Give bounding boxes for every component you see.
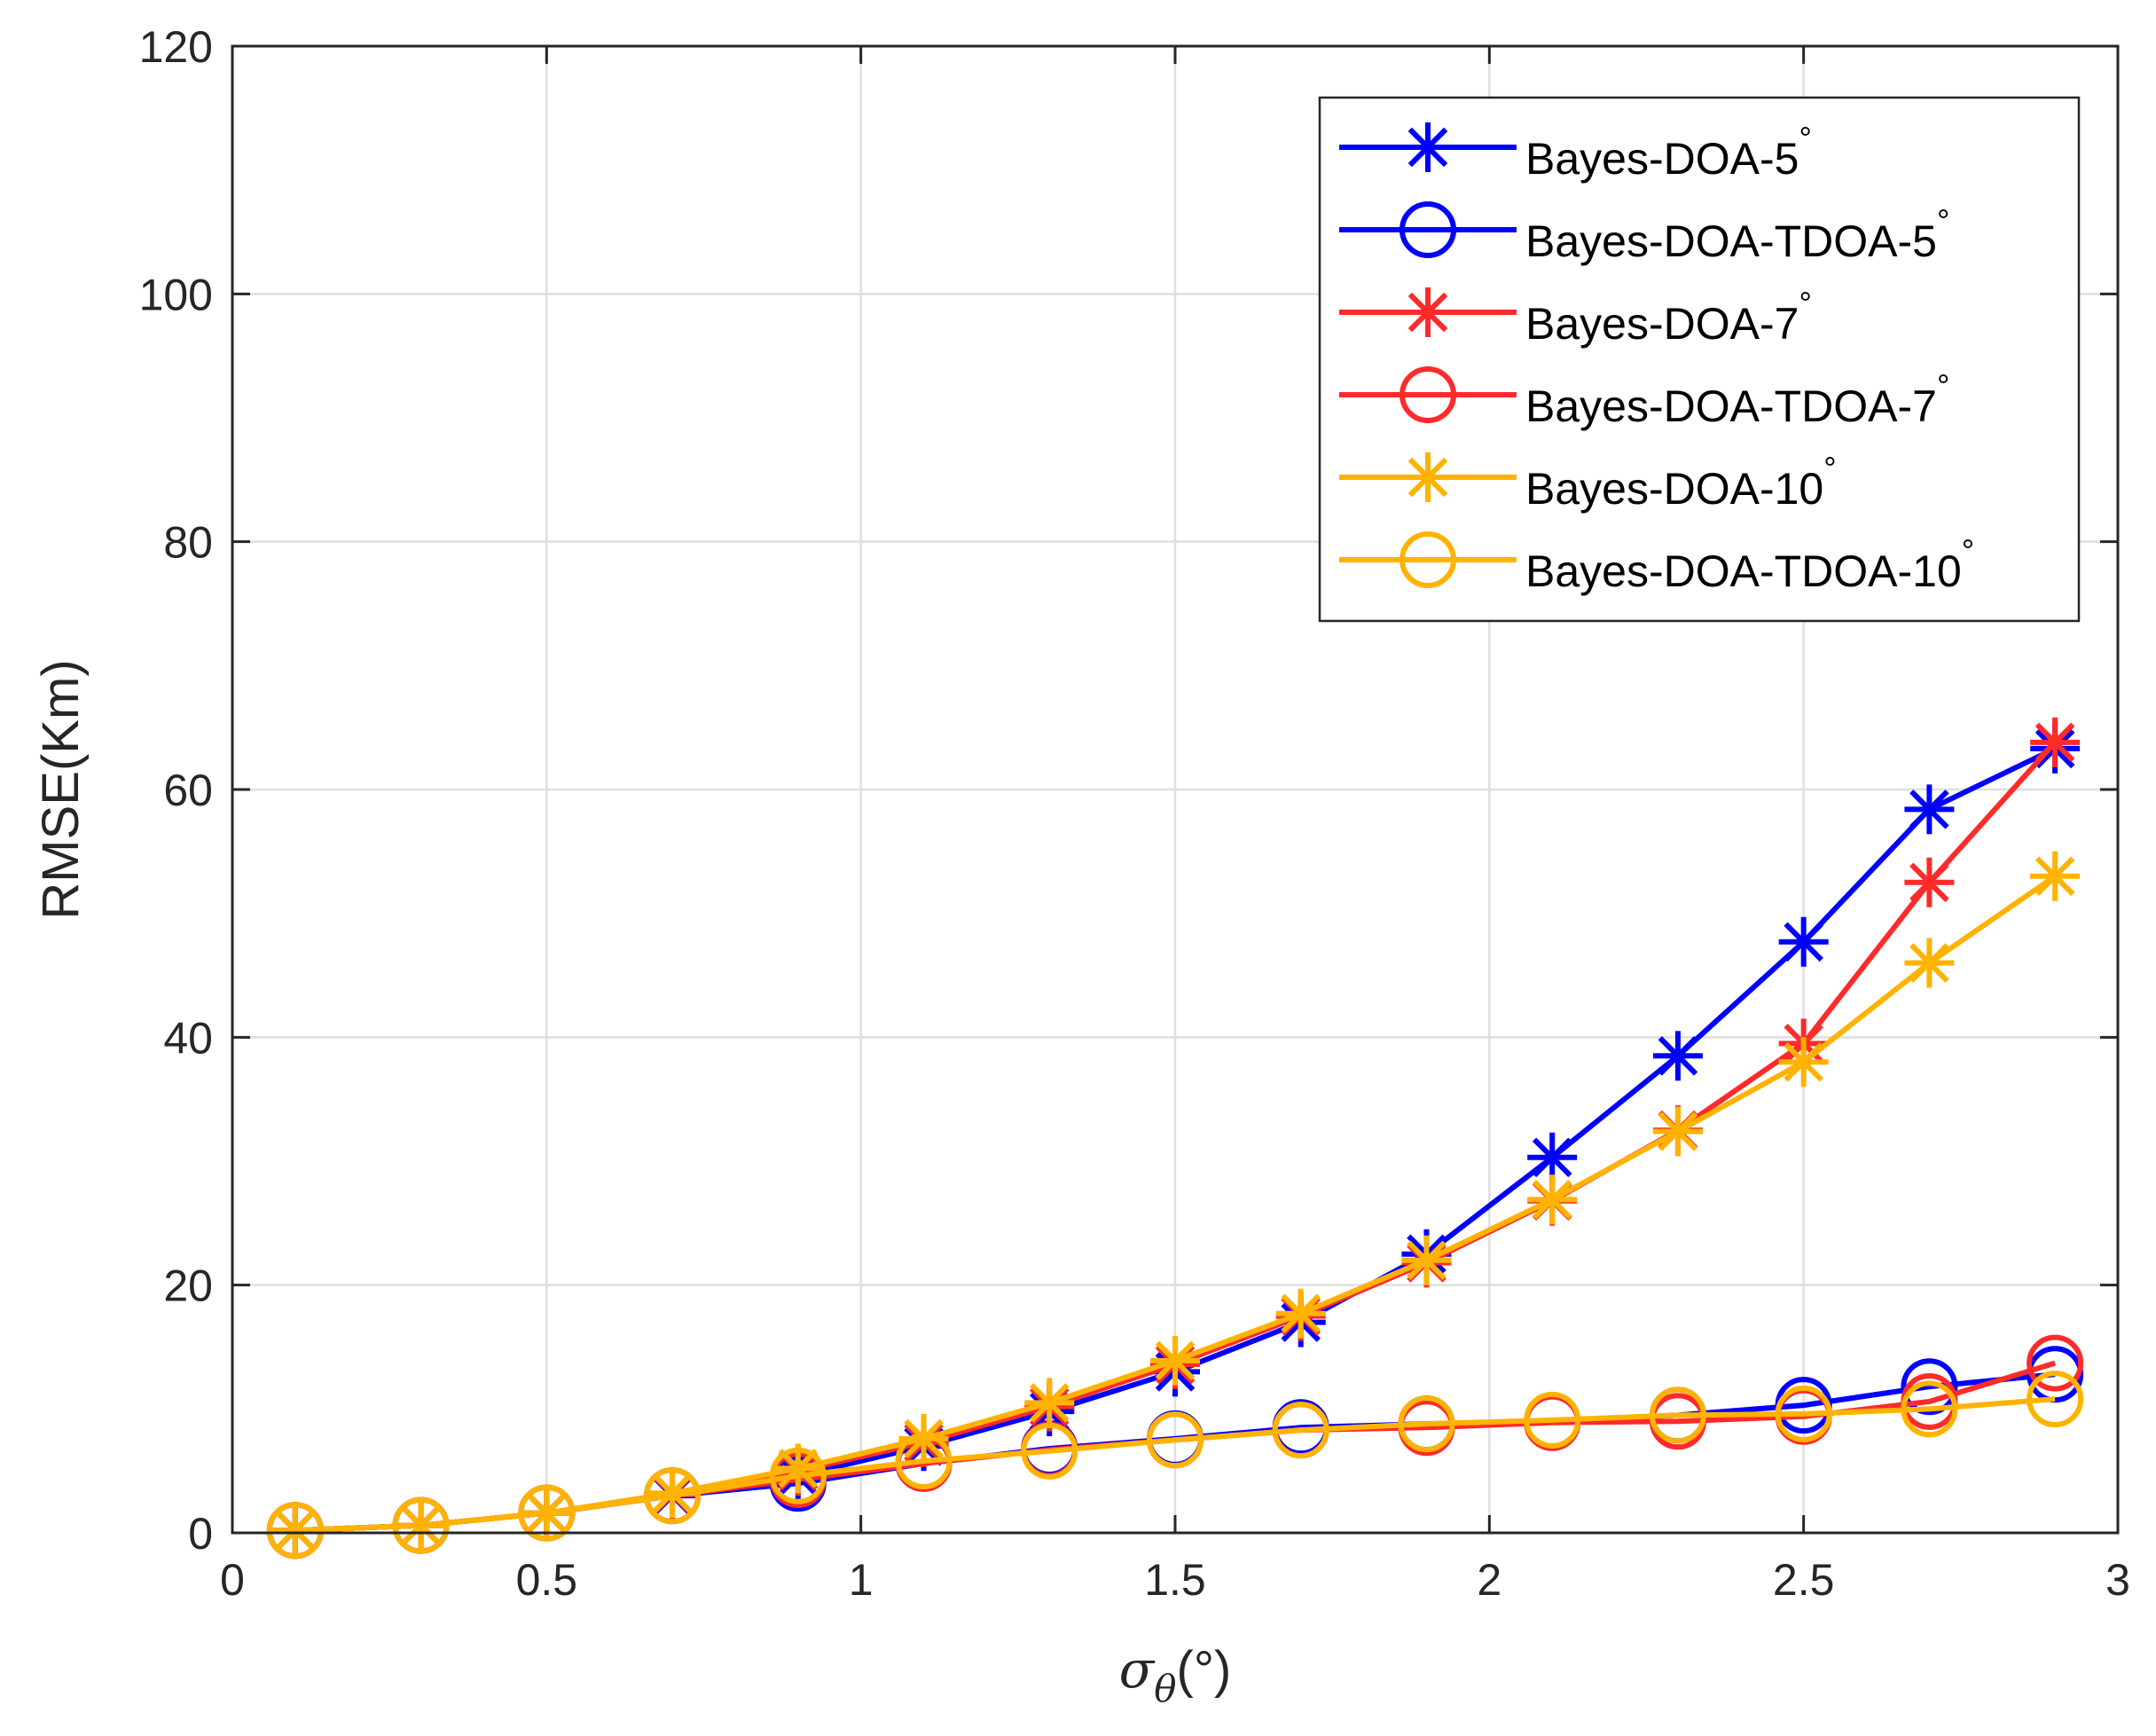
legend-item: Bayes-DOA-10°: [1339, 450, 1837, 514]
x-tick-label: 0: [220, 1555, 245, 1605]
legend-marker-circle: [1399, 531, 1456, 588]
y-axis-ticks: 0 20 40 60 80 100 120: [139, 22, 2118, 1559]
data-point-asterisk: [2030, 717, 2081, 767]
legend-label: Bayes-DOA-TDOA-7°: [1525, 367, 1949, 431]
data-point-circle: [1775, 1385, 1832, 1442]
x-axis-title-subscript: θ: [1154, 1667, 1176, 1710]
legend-item: Bayes-DOA-TDOA-7°: [1339, 366, 1949, 431]
data-point-circle: [1524, 1391, 1581, 1449]
data-point-circle: [895, 1432, 953, 1489]
data-point-asterisk: [1527, 1132, 1578, 1182]
x-tick-label: 2: [1477, 1555, 1501, 1605]
data-point-circle: [392, 1496, 450, 1554]
legend-marker-asterisk: [1403, 122, 1453, 172]
y-tick-label: 120: [139, 22, 213, 72]
x-tick-label: 0.5: [516, 1555, 578, 1605]
y-tick-label: 100: [139, 270, 213, 319]
data-point-asterisk: [1778, 916, 1829, 967]
data-point-circle: [1272, 1402, 1329, 1459]
x-tick-label: 3: [2105, 1555, 2130, 1605]
series-bayes-doa-tdoa-10: [266, 1371, 2084, 1559]
data-point-circle: [266, 1502, 324, 1559]
data-point-asterisk: [1024, 1378, 1075, 1428]
legend-label: Bayes-DOA-10°: [1525, 450, 1837, 514]
data-point-circle: [1398, 1395, 1455, 1453]
data-point-asterisk: [1401, 1235, 1452, 1285]
legend-label: Bayes-DOA-TDOA-5°: [1525, 202, 1949, 266]
x-tick-label: 2.5: [1773, 1555, 1835, 1605]
x-axis-ticks: 0 0.5 1 1.5 2 2.5 3: [220, 46, 2130, 1605]
data-point-circle: [1021, 1422, 1078, 1480]
series-layer: [266, 717, 2084, 1559]
legend-label: Bayes-DOA-5°: [1525, 120, 1812, 184]
data-point-asterisk: [1275, 1288, 1326, 1339]
legend-marker-asterisk: [1403, 287, 1453, 337]
data-point-circle: [769, 1447, 827, 1504]
x-axis-title: σθ(°): [1119, 1639, 1232, 1710]
data-point-circle: [1901, 1358, 1958, 1416]
x-tick-label: 1: [849, 1555, 874, 1605]
data-point-circle: [518, 1484, 576, 1542]
data-point-circle: [1147, 1411, 1203, 1469]
data-point-circle: [1649, 1386, 1706, 1444]
legend-item: Bayes-DOA-TDOA-10°: [1339, 531, 1974, 596]
data-point-asterisk: [1150, 1335, 1200, 1386]
data-point-asterisk: [1652, 1031, 1703, 1081]
data-point-asterisk: [1652, 1106, 1703, 1157]
x-axis-title-unit: (°): [1177, 1641, 1232, 1699]
legend-marker-asterisk: [1403, 452, 1453, 502]
x-tick-label: 1.5: [1144, 1555, 1206, 1605]
legend-item: Bayes-DOA-TDOA-5°: [1339, 201, 1949, 266]
data-point-asterisk: [2030, 851, 2081, 901]
data-point-circle: [2027, 1371, 2084, 1428]
y-tick-label: 80: [163, 518, 213, 568]
data-point-asterisk: [1904, 857, 1955, 907]
y-tick-label: 20: [163, 1261, 213, 1311]
data-point-circle: [1901, 1380, 1958, 1438]
y-tick-label: 60: [163, 766, 213, 815]
legend-item: Bayes-DOA-7°: [1339, 285, 1812, 349]
data-point-asterisk: [1904, 938, 1955, 988]
y-tick-label: 0: [188, 1509, 213, 1559]
legend-marker-circle: [1399, 366, 1456, 423]
legend-item: Bayes-DOA-5°: [1339, 120, 1812, 184]
legend-label: Bayes-DOA-TDOA-10°: [1525, 532, 1974, 596]
legend-label: Bayes-DOA-7°: [1525, 285, 1812, 349]
data-point-circle: [2027, 1334, 2084, 1392]
data-point-asterisk: [1904, 784, 1955, 835]
legend-marker-circle: [1399, 201, 1456, 258]
legend-items: Bayes-DOA-5° Bayes-DOA-TDOA-5° Bayes-DOA-7…: [1339, 120, 1974, 596]
series-bayes-doa-10: [270, 851, 2081, 1556]
data-point-circle: [644, 1467, 702, 1525]
plot-area-border: [231, 44, 2120, 1535]
legend-box: [1318, 96, 2081, 623]
legend: Bayes-DOA-5° Bayes-DOA-TDOA-5° Bayes-DOA-7…: [1318, 96, 2081, 623]
data-point-asterisk: [1527, 1174, 1578, 1225]
data-point-asterisk: [1778, 1037, 1829, 1088]
y-axis-title: RMSE(Km): [32, 659, 90, 919]
x-axis-title-symbol: σ: [1119, 1639, 1156, 1700]
y-tick-label: 40: [163, 1013, 213, 1063]
series-line: [294, 1396, 2056, 1534]
